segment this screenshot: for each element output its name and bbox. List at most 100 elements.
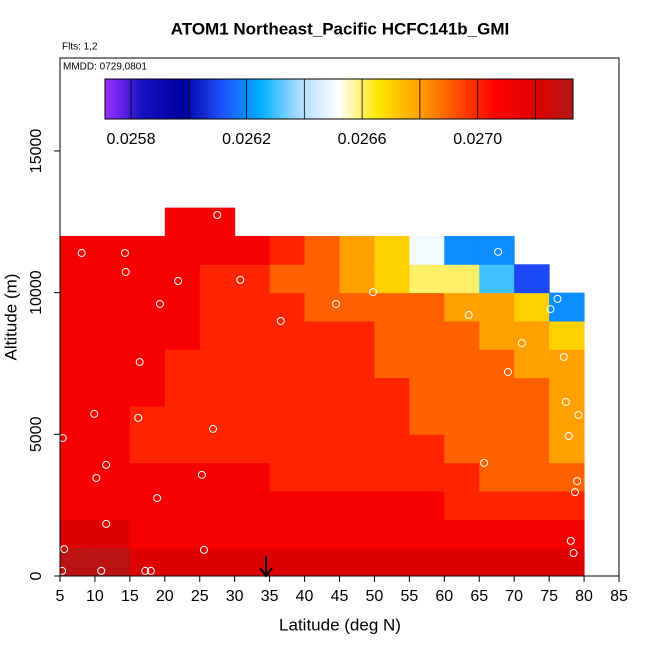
flight-point — [569, 549, 578, 558]
heatmap-cell — [234, 547, 271, 577]
flight-point — [121, 267, 130, 276]
colorbar — [104, 78, 574, 120]
heatmap-cell — [304, 349, 340, 379]
heatmap-cell — [234, 434, 271, 464]
heatmap-cell — [94, 405, 131, 435]
x-tick-label: 75 — [540, 588, 558, 605]
heatmap-cell — [129, 434, 166, 464]
heatmap-cell — [514, 434, 550, 464]
heatmap-cell — [479, 292, 515, 322]
heatmap-cell — [444, 434, 480, 464]
x-tick-label: 20 — [156, 588, 174, 605]
x-tick-label: 30 — [226, 588, 244, 605]
heatmap-cell — [234, 377, 271, 407]
heatmap-cell — [164, 349, 201, 379]
flight-point — [77, 248, 86, 257]
x-tick-label: 10 — [86, 588, 104, 605]
flight-point — [464, 311, 473, 320]
heatmap-cell — [304, 377, 340, 407]
flight-point — [564, 432, 573, 441]
heatmap-cell — [374, 349, 410, 379]
heatmap-cell — [94, 462, 131, 492]
flight-point — [58, 566, 67, 575]
heatmap-cell — [164, 377, 201, 407]
heatmap-cell — [269, 405, 306, 435]
flight-point — [573, 477, 582, 486]
heatmap-cell — [164, 264, 201, 294]
heatmap-cell — [129, 235, 166, 265]
heatmap-cell — [164, 519, 201, 549]
flight-point — [141, 566, 150, 575]
heatmap-cell — [549, 547, 585, 577]
flight-point — [92, 473, 101, 482]
y-tick-label: 5000 — [28, 416, 45, 452]
heatmap-cell — [479, 235, 515, 265]
heatmap-cell — [409, 405, 445, 435]
flight-point — [236, 275, 245, 284]
heatmap-cell — [339, 434, 375, 464]
heatmap-cell — [199, 434, 236, 464]
heatmap-cell — [409, 434, 445, 464]
heatmap-cell — [444, 490, 480, 520]
flight-point — [517, 339, 526, 348]
x-axis-label: Latitude (deg N) — [279, 615, 401, 634]
heatmap-cell — [60, 405, 96, 435]
heatmap-cell — [60, 519, 96, 549]
flight-point — [213, 210, 222, 219]
heatmap-cell — [444, 264, 480, 294]
colorbar-tick-label: 0.0262 — [222, 131, 271, 148]
heatmap-cell — [409, 349, 445, 379]
heatmap-cell — [94, 519, 131, 549]
heatmap-cell — [409, 462, 445, 492]
heatmap-cell — [269, 235, 306, 265]
heatmap-cell — [479, 320, 515, 350]
heatmap-cell — [234, 519, 271, 549]
heatmap-cell — [374, 320, 410, 350]
flight-point — [276, 316, 285, 325]
heatmap-cell — [269, 292, 306, 322]
heatmap-cell — [339, 292, 375, 322]
flight-point — [546, 305, 555, 314]
heatmap-cell — [479, 462, 515, 492]
heatmap-cell — [269, 490, 306, 520]
heatmap-cell — [129, 519, 166, 549]
heatmap-cell — [479, 264, 515, 294]
heatmap-cell — [374, 462, 410, 492]
heatmap-cell — [234, 320, 271, 350]
heatmap-cell — [94, 235, 131, 265]
heatmap-cell — [129, 462, 166, 492]
heatmap-cell — [514, 547, 550, 577]
heatmap-cell — [549, 292, 585, 322]
heatmap-cell — [514, 377, 550, 407]
heatmap-cell — [444, 547, 480, 577]
heatmap-cell — [444, 405, 480, 435]
heatmap-cell — [374, 519, 410, 549]
colorbar-tick-label: 0.0270 — [453, 131, 502, 148]
heatmap-cell — [60, 490, 96, 520]
heatmap-cell — [409, 292, 445, 322]
heatmap-cell — [479, 519, 515, 549]
heatmap-cell — [129, 377, 166, 407]
flight-point — [102, 460, 111, 469]
heatmap-cell — [269, 547, 306, 577]
heatmap-cell — [339, 405, 375, 435]
heatmap-cell — [444, 519, 480, 549]
heatmap-cell — [304, 264, 340, 294]
heatmap-cell — [234, 462, 271, 492]
heatmap-cell — [269, 320, 306, 350]
heatmap-cell — [444, 462, 480, 492]
flight-point — [120, 248, 129, 257]
x-tick-label: 45 — [331, 588, 349, 605]
heatmap-cell — [199, 405, 236, 435]
heatmap-cell — [234, 264, 271, 294]
heatmap-cell — [479, 547, 515, 577]
heatmap-cell — [199, 235, 236, 265]
heatmap-cell — [339, 547, 375, 577]
heatmap-cell — [129, 264, 166, 294]
flight-point — [97, 566, 106, 575]
flight-point — [199, 545, 208, 554]
heatmap-cell — [164, 320, 201, 350]
annotation: Flts: 1,2 — [62, 42, 98, 53]
heatmap-cell — [60, 320, 96, 350]
heatmap-cell — [374, 434, 410, 464]
